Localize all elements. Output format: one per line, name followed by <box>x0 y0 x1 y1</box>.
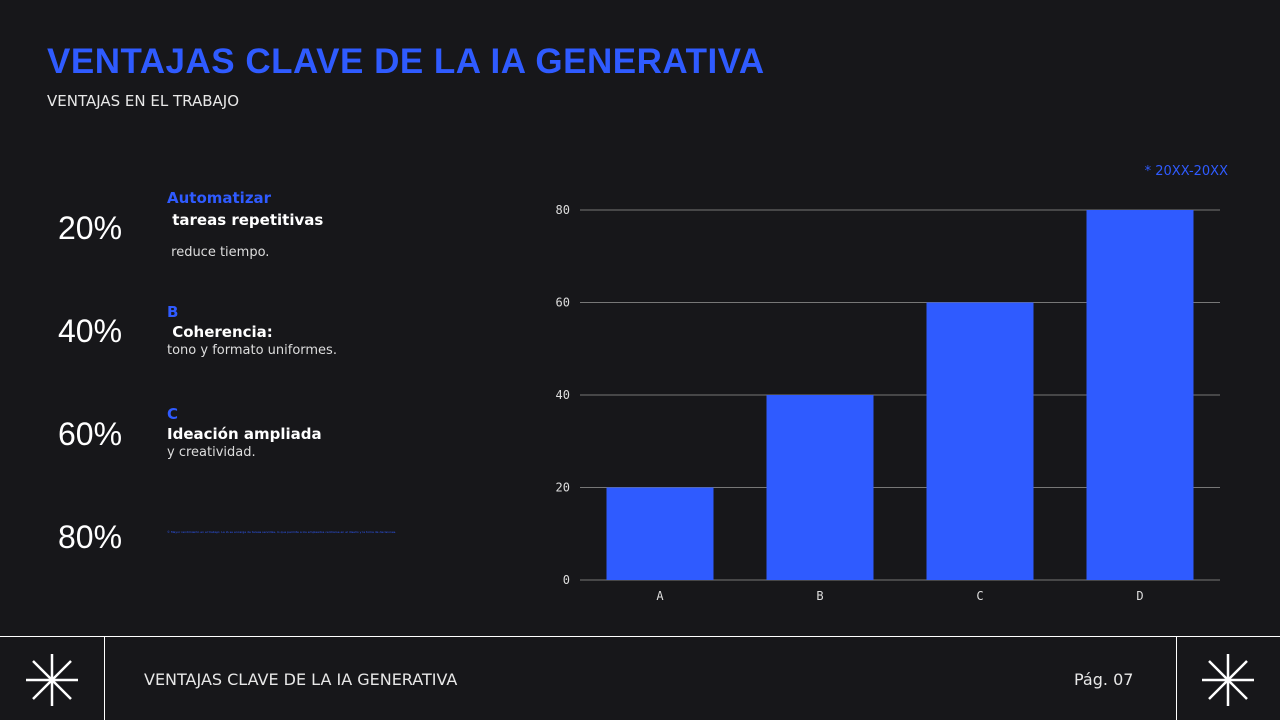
x-tick-label: A <box>656 589 664 603</box>
y-tick-label: 0 <box>563 573 570 587</box>
page-subtitle: VENTAJAS EN EL TRABAJO <box>47 92 240 110</box>
y-tick-label: 60 <box>556 296 570 310</box>
stat-heading: C <box>167 405 179 423</box>
y-tick-label: 20 <box>556 481 570 495</box>
stat-percent: 20% <box>58 210 123 246</box>
footer-divider <box>0 636 1280 637</box>
x-tick-label: C <box>976 589 983 603</box>
bar-A <box>606 487 714 580</box>
stat-text: reduce tiempo. <box>167 245 270 260</box>
x-tick-label: D <box>1136 589 1143 603</box>
stat-block: Automatizar tareas repetitivas reduce ti… <box>167 189 323 260</box>
fine-print: © Mayor rendimiento en el trabajo: La IA… <box>167 530 397 534</box>
stat-text: tono y formato uniformes. <box>167 343 337 358</box>
bar-B <box>766 395 874 580</box>
y-tick-label: 80 <box>556 203 570 217</box>
stat-bold: tareas repetitivas <box>167 211 324 229</box>
x-tick-label: B <box>816 589 823 603</box>
asterisk-star-icon <box>26 654 78 706</box>
chart-note: * 20XX-20XX <box>1144 164 1228 179</box>
stat-percent: 80% <box>58 519 123 555</box>
stat-bold: Coherencia: <box>167 323 273 341</box>
footer-divider <box>104 636 105 720</box>
stat-percent: 40% <box>58 313 123 349</box>
stat-heading: Automatizar <box>167 189 272 207</box>
asterisk-star-icon <box>1202 654 1254 706</box>
bar-chart: 0 20 40 60 80 A B C D <box>556 203 1220 603</box>
bar-C <box>926 302 1034 580</box>
stat-block: C Ideación ampliada y creatividad. <box>167 405 322 460</box>
page-number: Pág. 07 <box>1074 670 1134 689</box>
stat-percent: 60% <box>58 416 123 452</box>
footer-divider <box>1176 636 1177 720</box>
bar-D <box>1086 210 1194 580</box>
stat-block: B Coherencia: tono y formato uniformes. <box>167 303 337 358</box>
stat-bold: Ideación ampliada <box>167 425 322 443</box>
y-tick-label: 40 <box>556 388 570 402</box>
stat-text: y creatividad. <box>167 445 256 460</box>
stat-heading: B <box>167 303 179 321</box>
footer-title: VENTAJAS CLAVE DE LA IA GENERATIVA <box>144 670 458 689</box>
page-title: VENTAJAS CLAVE DE LA IA GENERATIVA <box>47 42 765 81</box>
